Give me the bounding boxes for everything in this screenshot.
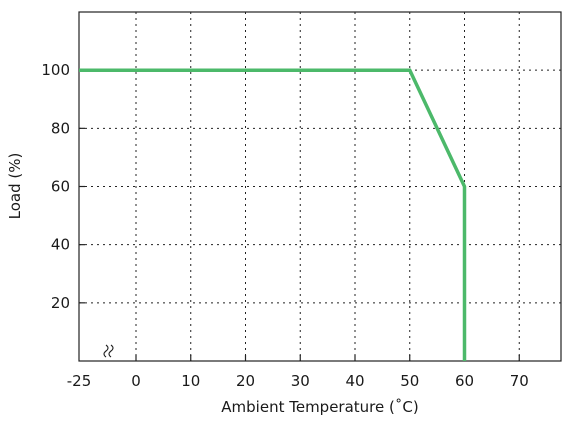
y-tick-label: 20 [51, 294, 70, 312]
y-tick-label: 100 [41, 61, 70, 79]
x-tick-label: 50 [400, 372, 419, 390]
x-tick-label: 30 [291, 372, 310, 390]
tick-label-layer: -25 0 10 20 30 40 50 60 70 20 40 60 80 100 [41, 61, 528, 390]
series-line [79, 68, 467, 361]
x-tick-label: -25 [67, 372, 92, 390]
tick-layer [79, 69, 520, 361]
x-tick-label: 40 [345, 372, 364, 390]
axis-break-mark [108, 344, 114, 358]
x-tick-label: 10 [181, 372, 200, 390]
axis-break-mark [103, 344, 109, 358]
axis-break-layer [103, 344, 114, 358]
y-tick-label: 40 [51, 236, 70, 254]
grid-layer [79, 12, 561, 361]
x-tick-label: 0 [131, 372, 141, 390]
y-tick-label: 80 [51, 119, 70, 137]
y-tick-label: 60 [51, 178, 70, 196]
x-tick-label: 60 [455, 372, 474, 390]
series-layer [79, 68, 467, 361]
x-axis-title: Ambient Temperature (˚C) [221, 398, 418, 416]
y-axis-title: Load (%) [6, 153, 24, 220]
x-tick-label: 70 [510, 372, 529, 390]
x-tick-label: 20 [236, 372, 255, 390]
